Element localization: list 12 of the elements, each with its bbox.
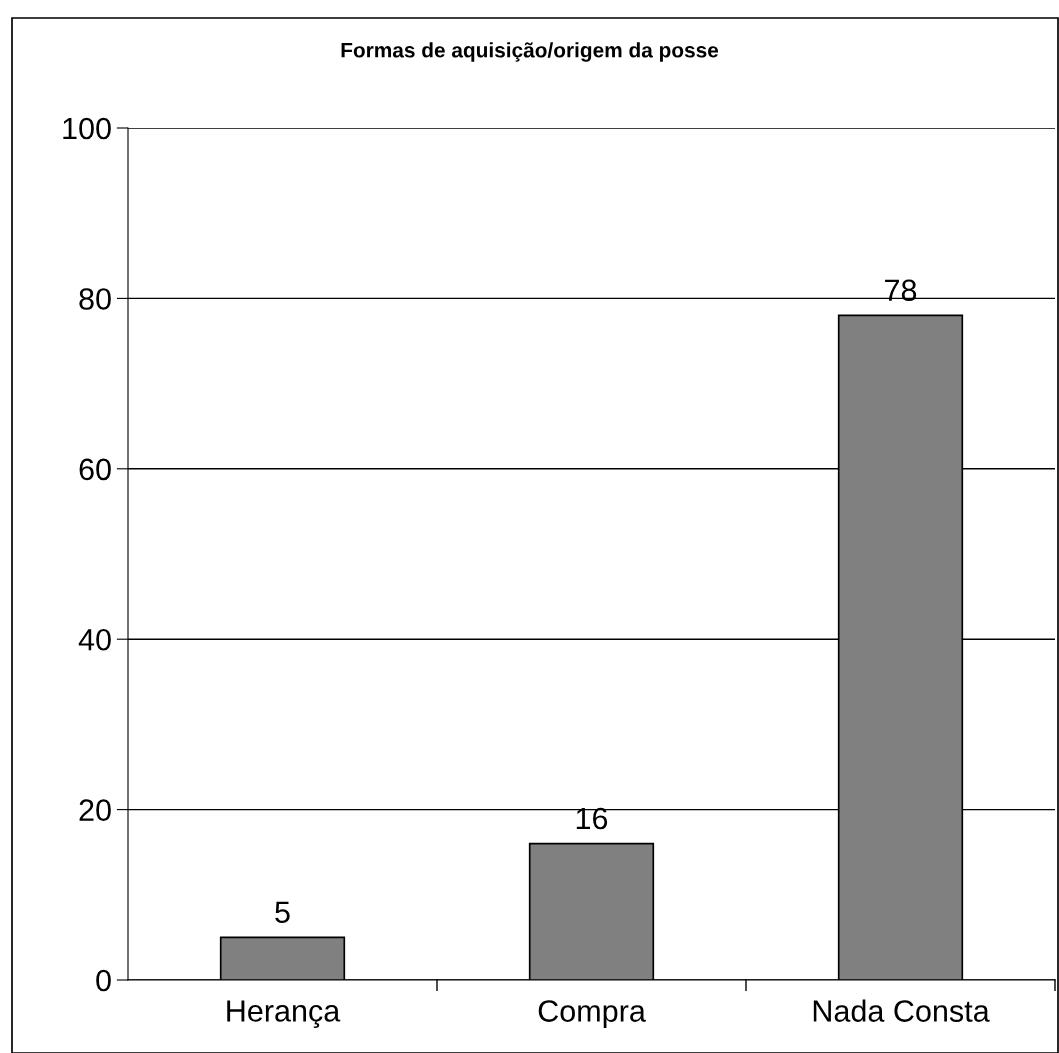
chart-title: Formas de aquisição/origem da posse xyxy=(341,42,719,62)
data-label: 78 xyxy=(885,279,917,302)
y-tick-label: 20 xyxy=(79,799,111,821)
y-tick-label: 60 xyxy=(79,458,111,481)
x-tick-label: Herança xyxy=(227,1000,341,1028)
y-tick-label: 40 xyxy=(78,628,111,651)
data-label: 5 xyxy=(275,901,290,924)
y-tick-label: 100 xyxy=(63,117,111,140)
x-tick-label: Nada Consta xyxy=(813,999,990,1022)
y-tick-label: 80 xyxy=(79,288,111,310)
x-tick-label: Compra xyxy=(538,1000,646,1028)
y-tick-label: 0 xyxy=(96,969,111,992)
